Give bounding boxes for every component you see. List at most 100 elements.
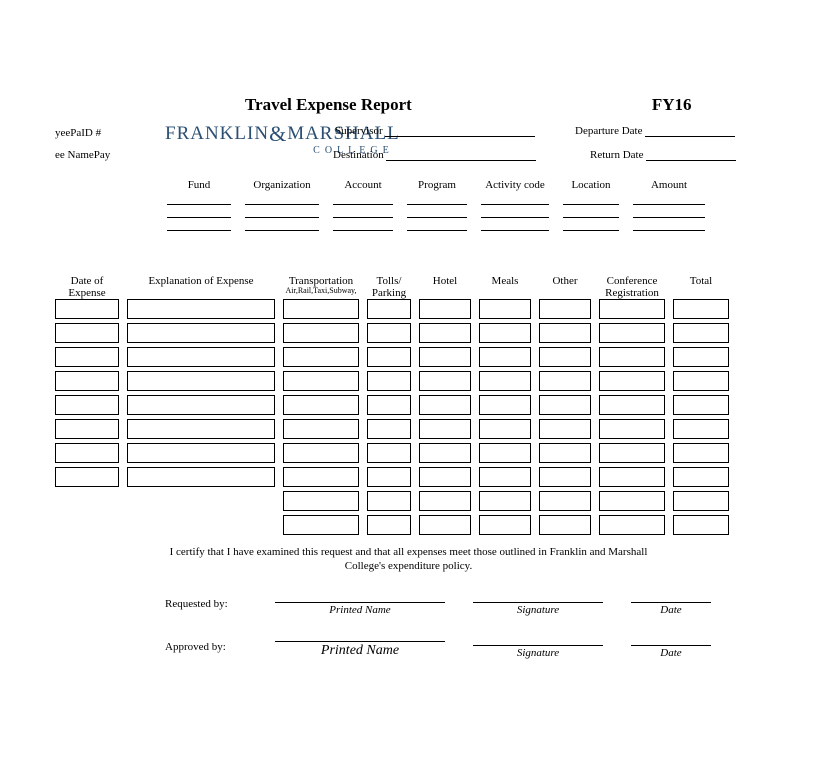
cell[interactable] bbox=[673, 419, 729, 439]
cell[interactable] bbox=[283, 419, 359, 439]
cell[interactable] bbox=[367, 491, 411, 511]
cell[interactable] bbox=[419, 371, 471, 391]
acct-line[interactable] bbox=[245, 221, 319, 231]
cell[interactable] bbox=[673, 467, 729, 487]
cell[interactable] bbox=[283, 443, 359, 463]
cell[interactable] bbox=[673, 371, 729, 391]
cell[interactable] bbox=[127, 299, 275, 319]
cell[interactable] bbox=[673, 491, 729, 511]
acct-line[interactable] bbox=[407, 221, 467, 231]
departure-line[interactable] bbox=[645, 125, 735, 137]
cell[interactable] bbox=[539, 347, 591, 367]
cell[interactable] bbox=[539, 323, 591, 343]
acct-line[interactable] bbox=[245, 195, 319, 205]
cell[interactable] bbox=[283, 323, 359, 343]
cell[interactable] bbox=[539, 443, 591, 463]
requested-name-line[interactable] bbox=[275, 587, 445, 603]
cell[interactable] bbox=[479, 347, 531, 367]
cell[interactable] bbox=[539, 371, 591, 391]
cell[interactable] bbox=[599, 515, 665, 535]
requested-sig-line[interactable] bbox=[473, 587, 603, 603]
acct-line[interactable] bbox=[481, 221, 549, 231]
cell[interactable] bbox=[367, 395, 411, 415]
cell[interactable] bbox=[367, 347, 411, 367]
acct-line[interactable] bbox=[633, 208, 705, 218]
cell[interactable] bbox=[55, 443, 119, 463]
cell[interactable] bbox=[419, 323, 471, 343]
cell[interactable] bbox=[55, 347, 119, 367]
cell[interactable] bbox=[367, 515, 411, 535]
requested-date-line[interactable] bbox=[631, 587, 711, 603]
cell[interactable] bbox=[55, 299, 119, 319]
cell[interactable] bbox=[55, 323, 119, 343]
acct-line[interactable] bbox=[563, 195, 619, 205]
cell[interactable] bbox=[479, 371, 531, 391]
cell[interactable] bbox=[599, 299, 665, 319]
return-line[interactable] bbox=[646, 149, 736, 161]
cell[interactable] bbox=[539, 515, 591, 535]
cell[interactable] bbox=[479, 515, 531, 535]
cell[interactable] bbox=[539, 395, 591, 415]
cell[interactable] bbox=[419, 419, 471, 439]
acct-line[interactable] bbox=[407, 208, 467, 218]
acct-line[interactable] bbox=[563, 221, 619, 231]
cell[interactable] bbox=[479, 491, 531, 511]
cell[interactable] bbox=[367, 467, 411, 487]
cell[interactable] bbox=[599, 323, 665, 343]
cell[interactable] bbox=[419, 467, 471, 487]
cell[interactable] bbox=[55, 467, 119, 487]
cell[interactable] bbox=[127, 323, 275, 343]
acct-line[interactable] bbox=[633, 195, 705, 205]
cell[interactable] bbox=[283, 395, 359, 415]
cell[interactable] bbox=[419, 515, 471, 535]
cell[interactable] bbox=[127, 371, 275, 391]
cell[interactable] bbox=[539, 419, 591, 439]
approved-name-line[interactable] bbox=[275, 626, 445, 642]
cell[interactable] bbox=[539, 467, 591, 487]
cell[interactable] bbox=[127, 395, 275, 415]
acct-line[interactable] bbox=[333, 195, 393, 205]
cell[interactable] bbox=[283, 467, 359, 487]
cell[interactable] bbox=[479, 323, 531, 343]
cell[interactable] bbox=[367, 419, 411, 439]
approved-date-line[interactable] bbox=[631, 630, 711, 646]
acct-line[interactable] bbox=[407, 195, 467, 205]
cell[interactable] bbox=[673, 347, 729, 367]
cell[interactable] bbox=[673, 323, 729, 343]
cell[interactable] bbox=[367, 323, 411, 343]
acct-line[interactable] bbox=[245, 208, 319, 218]
cell[interactable] bbox=[283, 347, 359, 367]
cell[interactable] bbox=[599, 443, 665, 463]
cell[interactable] bbox=[479, 443, 531, 463]
cell[interactable] bbox=[419, 395, 471, 415]
cell[interactable] bbox=[55, 419, 119, 439]
cell[interactable] bbox=[127, 347, 275, 367]
supervisor-line[interactable] bbox=[385, 125, 535, 137]
cell[interactable] bbox=[367, 371, 411, 391]
cell[interactable] bbox=[419, 347, 471, 367]
acct-line[interactable] bbox=[563, 208, 619, 218]
cell[interactable] bbox=[479, 419, 531, 439]
approved-sig-line[interactable] bbox=[473, 630, 603, 646]
cell[interactable] bbox=[479, 467, 531, 487]
acct-line[interactable] bbox=[167, 195, 231, 205]
cell[interactable] bbox=[283, 515, 359, 535]
cell[interactable] bbox=[479, 395, 531, 415]
cell[interactable] bbox=[673, 299, 729, 319]
cell[interactable] bbox=[599, 419, 665, 439]
cell[interactable] bbox=[367, 443, 411, 463]
cell[interactable] bbox=[599, 395, 665, 415]
acct-line[interactable] bbox=[333, 208, 393, 218]
cell[interactable] bbox=[599, 371, 665, 391]
cell[interactable] bbox=[367, 299, 411, 319]
acct-line[interactable] bbox=[167, 208, 231, 218]
cell[interactable] bbox=[673, 443, 729, 463]
cell[interactable] bbox=[55, 395, 119, 415]
acct-line[interactable] bbox=[167, 221, 231, 231]
cell[interactable] bbox=[283, 299, 359, 319]
cell[interactable] bbox=[127, 467, 275, 487]
cell[interactable] bbox=[419, 491, 471, 511]
acct-line[interactable] bbox=[633, 221, 705, 231]
acct-line[interactable] bbox=[333, 221, 393, 231]
cell[interactable] bbox=[127, 419, 275, 439]
